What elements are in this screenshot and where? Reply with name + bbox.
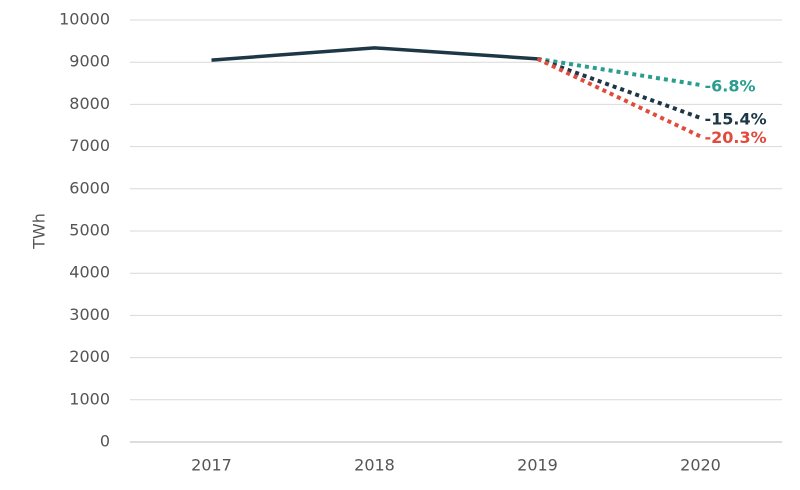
y-tick-label: 2000 (69, 347, 110, 366)
y-tick-label: 6000 (69, 178, 110, 197)
x-tick-label: 2019 (517, 456, 558, 475)
y-tick-label: 3000 (69, 305, 110, 324)
x-tick-label: 2017 (191, 456, 232, 475)
y-tick-label: 9000 (69, 52, 110, 71)
series-line (211, 46, 538, 62)
end-label: -20.3% (705, 128, 767, 147)
x-tick-label: 2018 (354, 456, 395, 475)
series-line (537, 56, 701, 87)
series-line (536, 57, 702, 139)
y-tick-label: 4000 (69, 263, 110, 282)
y-tick-label: 8000 (69, 94, 110, 113)
y-axis-title: TWh (30, 213, 49, 250)
end-label: -6.8% (705, 76, 756, 95)
y-tick-label: 1000 (69, 389, 110, 408)
y-tick-label: 7000 (69, 136, 110, 155)
x-tick-label: 2020 (680, 456, 721, 475)
y-tick-label: 10000 (59, 10, 110, 29)
y-tick-label: 5000 (69, 221, 110, 240)
series-line (536, 56, 702, 120)
end-label: -15.4% (705, 109, 767, 128)
y-tick-label: 0 (100, 432, 110, 451)
